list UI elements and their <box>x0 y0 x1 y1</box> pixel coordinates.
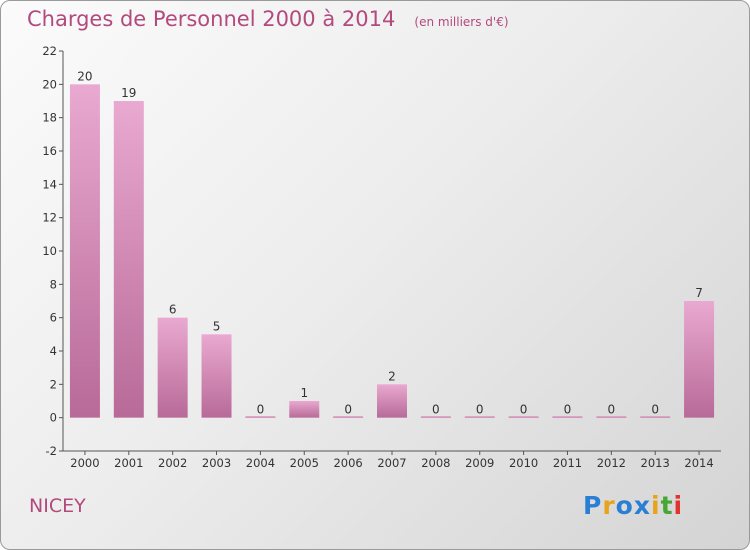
logo-letter: x <box>633 491 651 520</box>
data-label: 0 <box>520 403 528 417</box>
x-tick-label: 2000 <box>70 456 99 470</box>
x-tick-label: 2001 <box>114 456 143 470</box>
logo-letter: r <box>602 491 616 520</box>
x-tick-label: 2011 <box>553 456 582 470</box>
chart-bars <box>69 84 715 418</box>
data-label: 5 <box>213 319 221 333</box>
data-label: 0 <box>344 403 352 417</box>
data-label: 0 <box>564 403 572 417</box>
y-tick-label: 18 <box>42 111 57 125</box>
y-tick-label: 6 <box>50 311 57 325</box>
bar[interactable] <box>69 84 100 418</box>
logo-letter: P <box>583 491 603 520</box>
bar[interactable] <box>552 416 583 418</box>
data-label: 7 <box>695 286 703 300</box>
data-label: 2 <box>388 369 396 383</box>
bar[interactable] <box>684 301 715 418</box>
bar[interactable] <box>245 416 276 418</box>
y-tick-label: -2 <box>46 444 57 458</box>
y-tick-label: 16 <box>42 144 57 158</box>
data-label: 6 <box>169 303 177 317</box>
commune-name: NICEY <box>29 495 86 517</box>
y-tick-label: 22 <box>42 44 57 58</box>
bar[interactable] <box>157 317 188 418</box>
y-tick-label: 0 <box>50 411 57 425</box>
data-label: 19 <box>121 86 136 100</box>
x-tick-label: 2013 <box>641 456 670 470</box>
data-label: 0 <box>608 403 616 417</box>
y-tick-label: 12 <box>42 211 57 225</box>
bar[interactable] <box>420 416 451 418</box>
data-label: 0 <box>651 403 659 417</box>
logo-letter: t <box>660 491 674 520</box>
proxiti-logo[interactable]: Proxiti <box>583 491 683 520</box>
data-label: 0 <box>257 403 265 417</box>
data-label: 1 <box>300 386 308 400</box>
bar[interactable] <box>464 416 495 418</box>
x-tick-label: 2006 <box>333 456 362 470</box>
bar[interactable] <box>289 401 320 418</box>
chart-subtitle: (en milliers d'€) <box>414 15 509 29</box>
y-tick-label: 8 <box>50 277 57 291</box>
x-tick-label: 2008 <box>421 456 450 470</box>
x-tick-label: 2010 <box>509 456 538 470</box>
x-tick-label: 2002 <box>158 456 187 470</box>
bar[interactable] <box>377 384 407 418</box>
y-tick-label: 10 <box>42 244 57 258</box>
logo-letter: i <box>651 491 661 520</box>
bar[interactable] <box>508 416 539 418</box>
x-tick-label: 2005 <box>290 456 319 470</box>
bar[interactable] <box>596 416 627 418</box>
y-tick-label: 4 <box>50 344 57 358</box>
x-tick-label: 2004 <box>246 456 275 470</box>
data-label: 20 <box>77 69 92 83</box>
x-tick-label: 2014 <box>684 456 713 470</box>
data-label: 0 <box>432 403 440 417</box>
y-tick-label: 2 <box>50 377 57 391</box>
chart-title: Charges de Personnel 2000 à 2014 <box>27 7 396 31</box>
y-tick-label: 14 <box>42 177 57 191</box>
bar[interactable] <box>201 334 232 418</box>
bar[interactable] <box>333 416 364 418</box>
x-tick-label: 2012 <box>597 456 626 470</box>
x-tick-label: 2009 <box>465 456 494 470</box>
data-label: 0 <box>476 403 484 417</box>
title-row: Charges de Personnel 2000 à 2014 (en mil… <box>27 7 509 31</box>
bar[interactable] <box>113 101 144 418</box>
bar[interactable] <box>640 416 671 418</box>
x-tick-label: 2007 <box>377 456 406 470</box>
logo-letter: o <box>615 491 634 520</box>
x-tick-label: 2003 <box>202 456 231 470</box>
y-tick-label: 20 <box>42 77 57 91</box>
logo-letter: i <box>673 491 684 520</box>
